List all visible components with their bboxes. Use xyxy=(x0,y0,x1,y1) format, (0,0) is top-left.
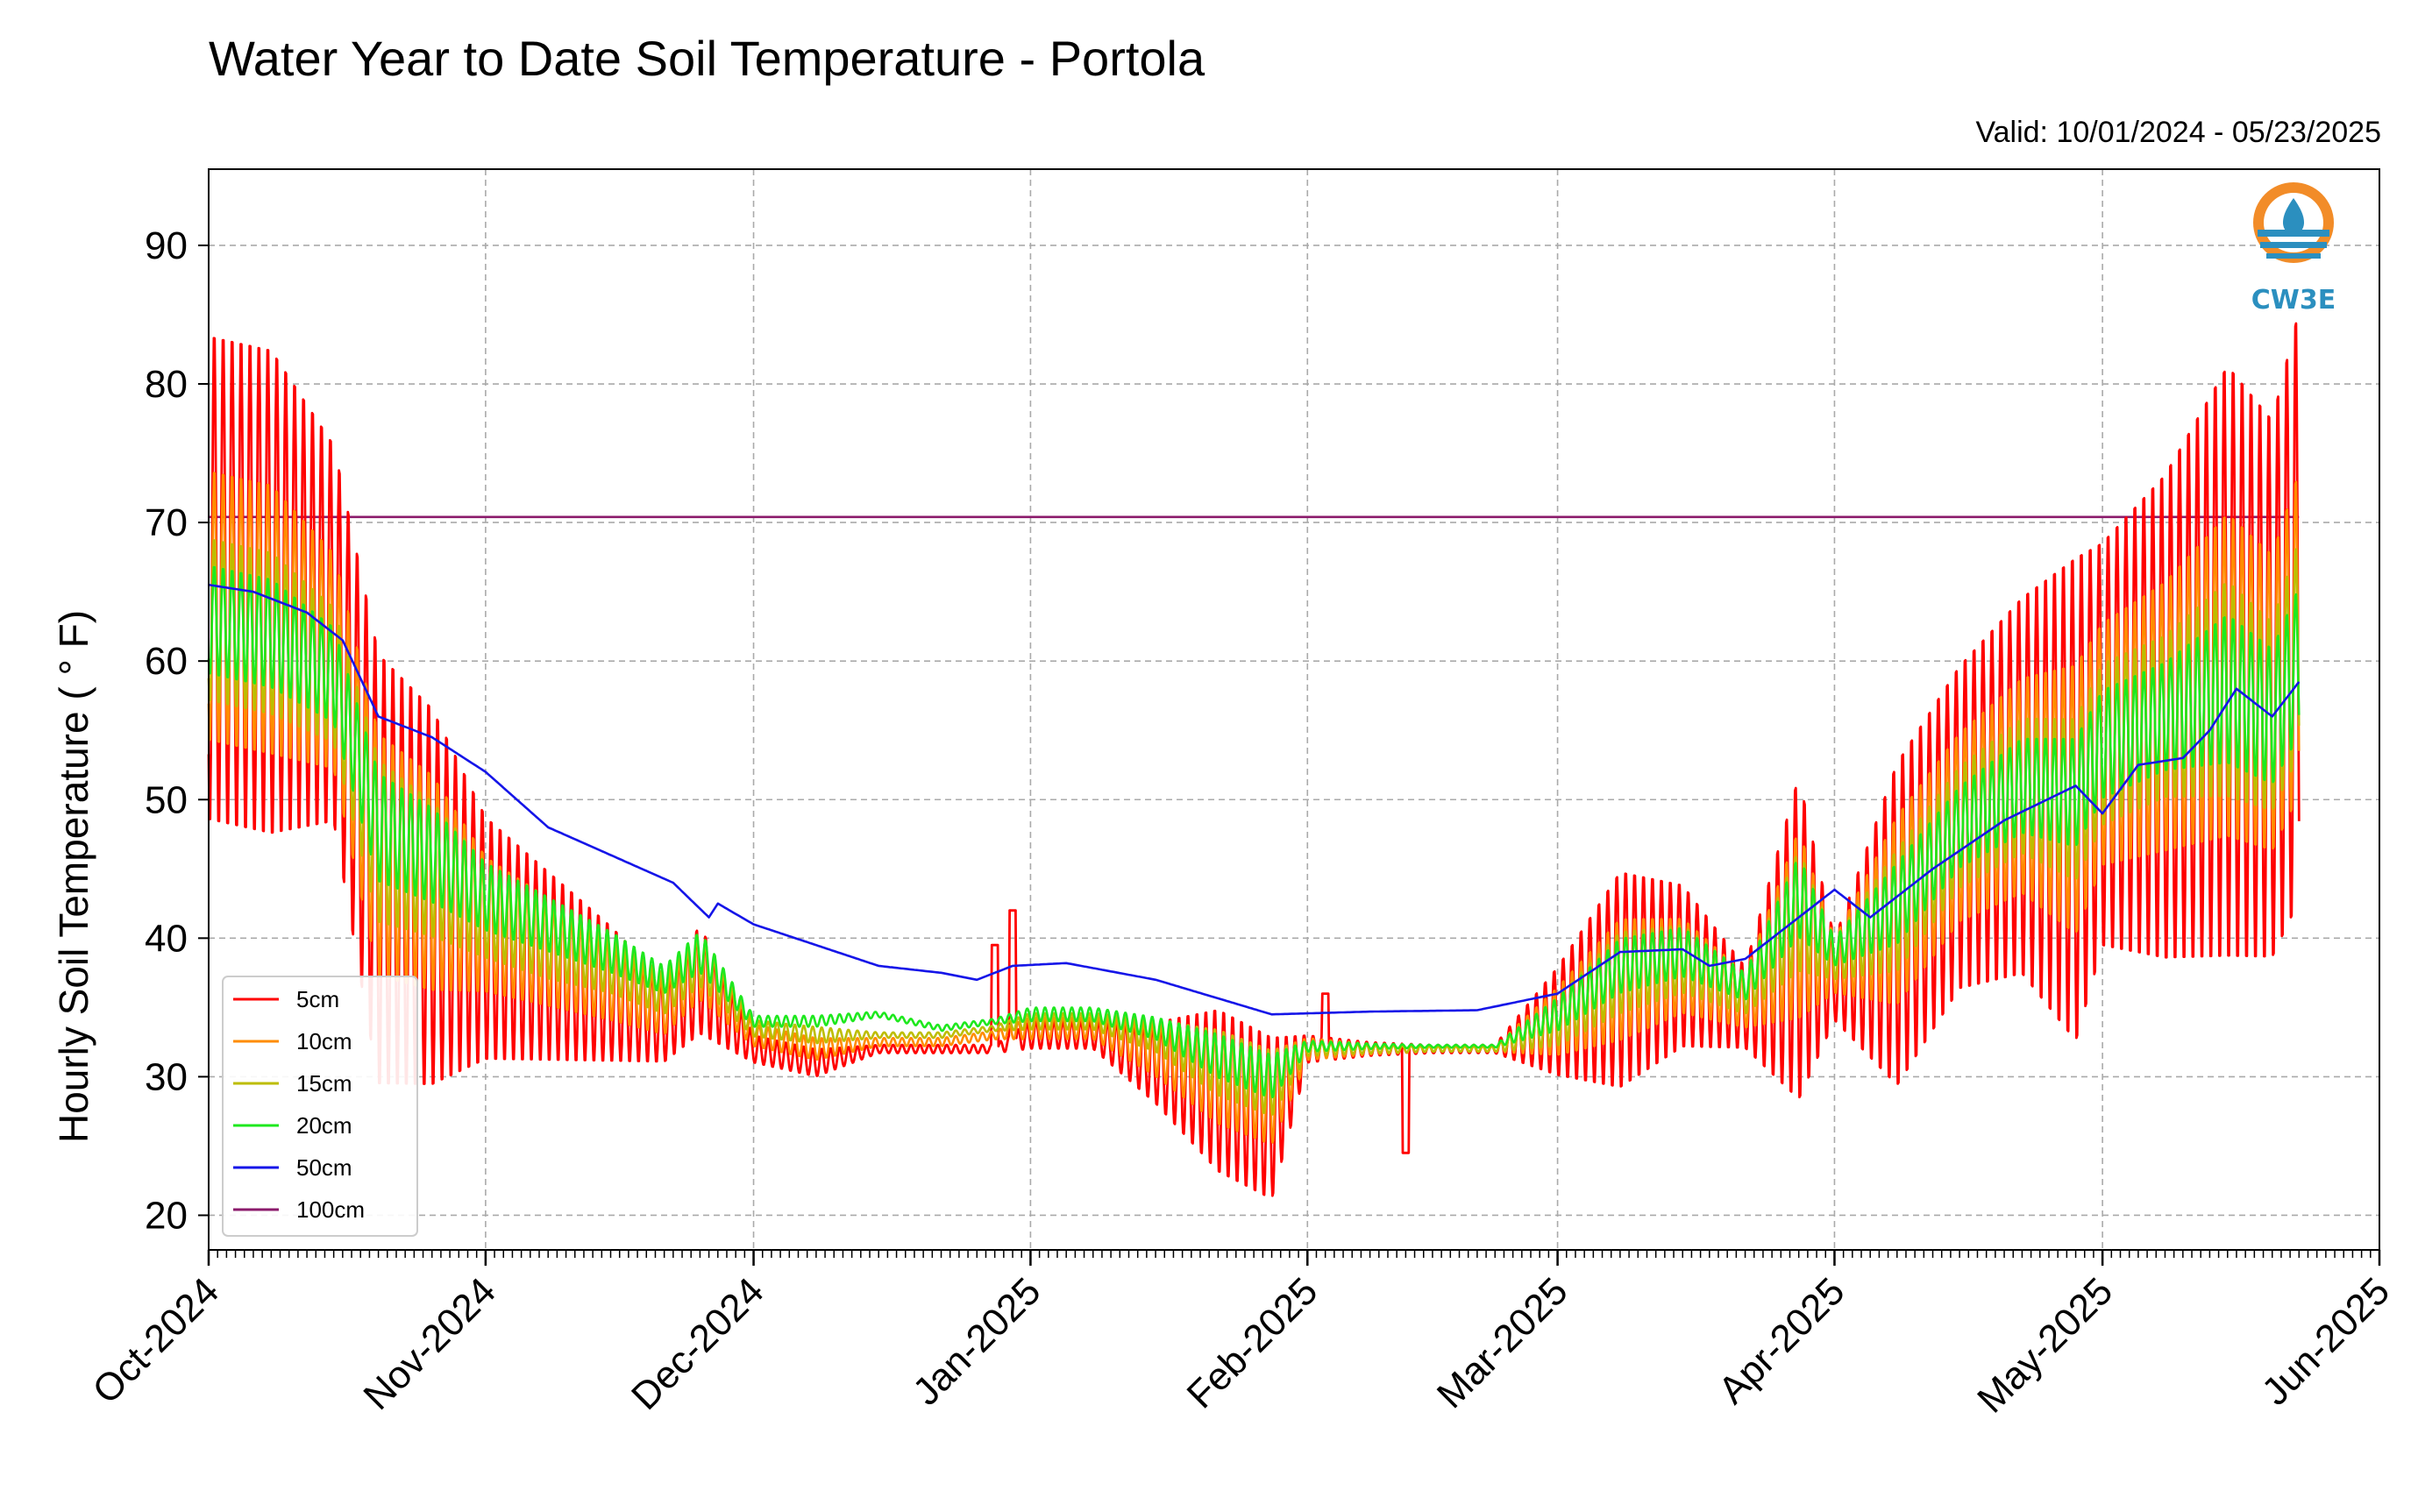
y-tick-label: 20 xyxy=(145,1194,188,1237)
x-tick-label: Dec-2024 xyxy=(623,1269,772,1418)
y-tick-label: 70 xyxy=(145,501,188,544)
legend-label: 10cm xyxy=(296,1028,352,1054)
plot-frame xyxy=(208,168,2380,1251)
x-tick-label: Feb-2025 xyxy=(1179,1269,1326,1416)
legend-label: 15cm xyxy=(296,1070,352,1097)
y-axis-ticks: 20 30 40 50 60 70 80 90 xyxy=(145,224,209,1237)
y-tick-label: 50 xyxy=(145,778,188,821)
logo-water-drop-icon xyxy=(2283,198,2304,235)
series-line-20cm xyxy=(207,565,2301,1098)
series-line-5cm xyxy=(207,322,2301,1197)
series-layer xyxy=(207,322,2301,1197)
legend-label: 5cm xyxy=(296,986,339,1012)
series-line-50cm xyxy=(208,583,2301,1016)
chart-title: Water Year to Date Soil Temperature - Po… xyxy=(209,31,1205,86)
y-axis-label: Hourly Soil Temperature ( ° F) xyxy=(51,610,96,1143)
legend: 5cm 10cm 15cm 20cm 50cm 100cm xyxy=(222,976,418,1237)
y-tick-label: 90 xyxy=(145,224,188,267)
x-tick-label: May-2025 xyxy=(1969,1269,2121,1421)
series-line-10cm xyxy=(207,472,2301,1144)
logo-text: CW3E xyxy=(2251,285,2336,316)
x-tick-label: Apr-2025 xyxy=(1710,1269,1853,1412)
x-tick-label: Nov-2024 xyxy=(355,1269,504,1418)
legend-label: 50cm xyxy=(296,1154,352,1181)
y-tick-label: 30 xyxy=(145,1055,188,1098)
series-line-15cm xyxy=(207,539,2301,1116)
cw3e-logo: CW3E xyxy=(2251,182,2336,316)
y-tick-label: 60 xyxy=(145,640,188,683)
legend-label: 20cm xyxy=(296,1112,352,1139)
x-tick-label: Jun-2025 xyxy=(2254,1269,2398,1413)
chart-subtitle: Valid: 10/01/2024 - 05/23/2025 xyxy=(1975,116,2381,149)
x-tick-label: Jan-2025 xyxy=(905,1269,1049,1413)
x-tick-label: Mar-2025 xyxy=(1429,1269,1576,1416)
y-tick-label: 40 xyxy=(145,917,188,960)
y-tick-label: 80 xyxy=(145,363,188,406)
x-tick-label: Oct-2024 xyxy=(84,1269,227,1412)
x-axis-ticks: Oct-2024 Nov-2024 Dec-2024 Jan-2025 Feb-2025… xyxy=(84,1250,2398,1421)
legend-label: 100cm xyxy=(296,1196,365,1223)
